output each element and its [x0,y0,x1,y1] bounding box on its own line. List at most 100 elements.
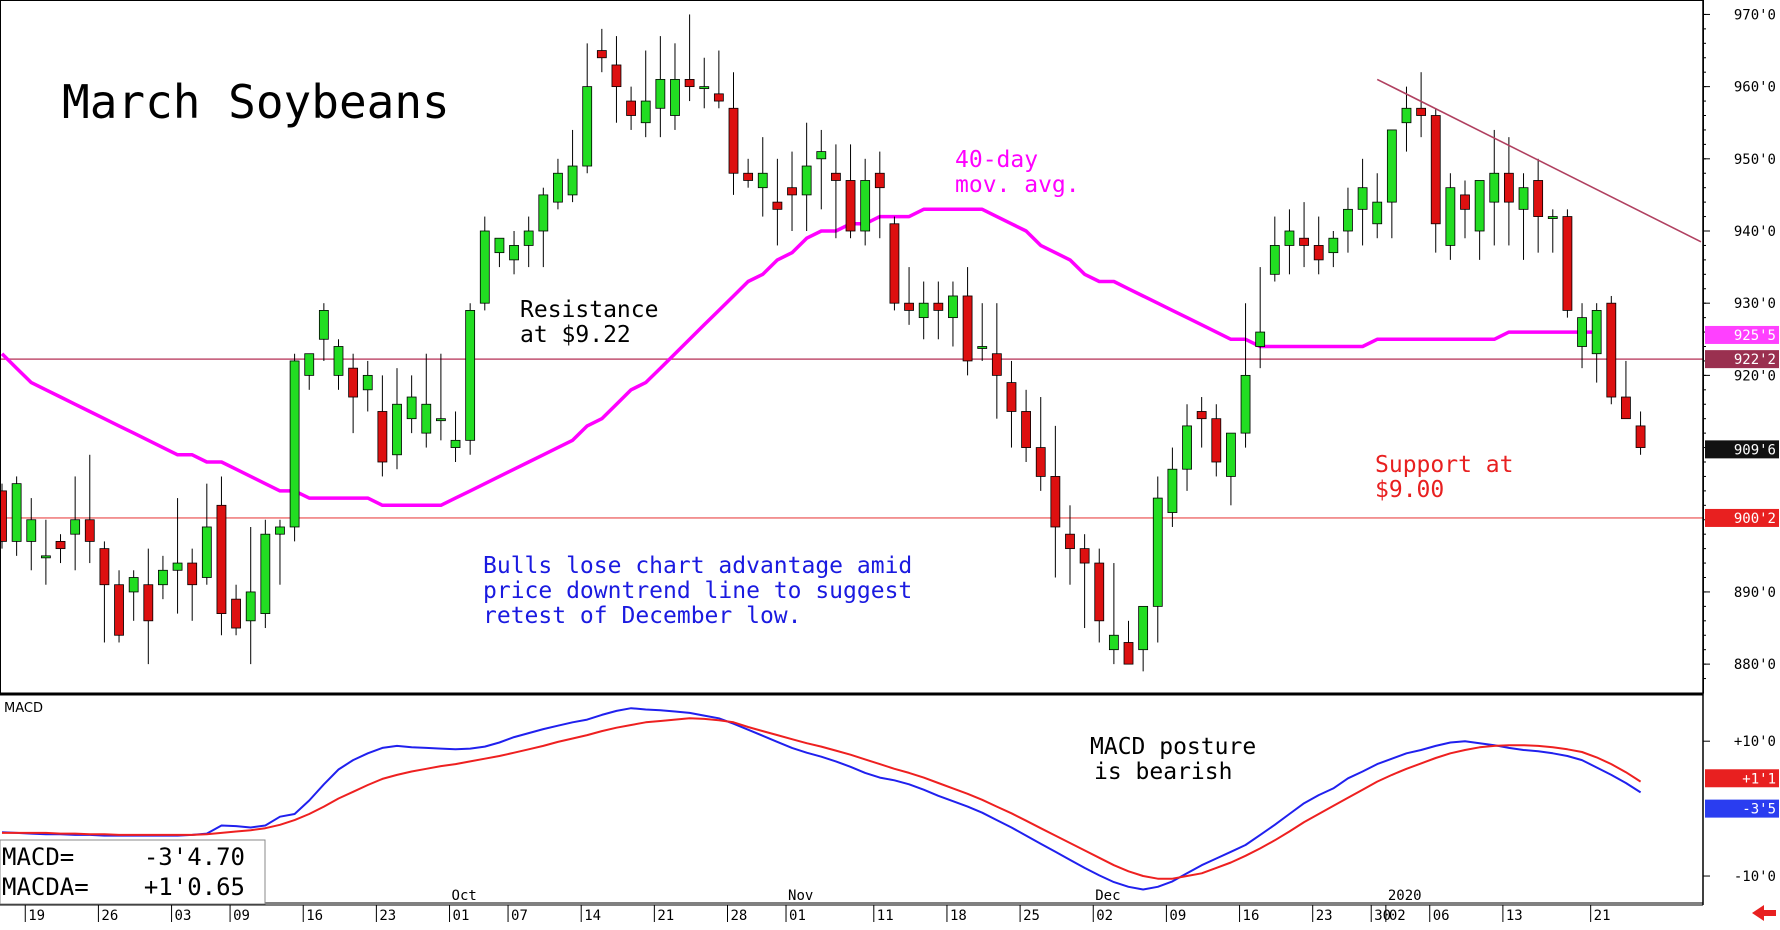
candle [655,36,666,138]
candle [289,353,300,542]
candle [1357,158,1368,246]
candle [362,360,373,412]
candle [1386,129,1397,239]
candle-body-up [1138,605,1149,651]
candle [626,86,636,130]
macd-panel [1,707,1642,891]
macda-readout-label: MACDA= [2,873,89,901]
candle [1547,209,1558,253]
candle-body-down [1196,411,1207,420]
candle [1518,173,1529,260]
resistance-annotation-line-1: Resistance [520,297,658,323]
candle [275,519,285,585]
ma-annotation-line-2: mov. avg. [955,172,1080,198]
candle [1445,173,1456,260]
candle-body-down [1065,533,1075,550]
candle [509,231,519,275]
candle [26,498,37,571]
support-annotation-line-2: $9.00 [1375,477,1444,503]
candle [933,281,944,340]
x-day-label: 11 [877,908,894,924]
candle-body-down [596,50,607,59]
candle-body-down [845,180,856,232]
candle [640,50,651,138]
candle [1533,158,1544,253]
x-day-label: 02 [1389,908,1406,924]
candle-body-up [670,79,680,116]
axes-layer: 970'0 960'0 950'0 940'0 930'0 920'0 890'0 880'0… [0,0,1776,905]
candle [231,584,241,636]
macd-readout-value: -3'4.70 [144,843,245,871]
candle-body-down [772,201,783,210]
x-day-label: 16 [1243,908,1260,924]
candle [1416,72,1427,138]
candle-body-up [479,230,490,304]
candle [1094,548,1105,643]
candle-body-down [743,172,754,181]
candle-body-down [1533,180,1544,217]
candle-body-down [1123,642,1134,665]
candle-body-down [99,548,110,586]
macd-tag-text: -3'5 [1742,802,1776,818]
x-day-label: 03 [175,908,192,924]
x-day-label: 26 [101,908,118,924]
scroll-left-arrow-icon[interactable] [1752,905,1776,921]
price-tags-layer: 925'5 922'2 909'6 900'2 +1'1 -3'5 [1705,325,1779,818]
candle-body-up [318,310,329,340]
x-day-label: 19 [28,908,45,924]
y-tick-label: 880'0 [1734,657,1776,673]
candle-body-up [260,533,271,614]
y-tick-label: 930'0 [1734,296,1776,312]
resistance-annotation-line-2: at $9.22 [520,322,631,348]
candle-body-up [1108,634,1119,651]
candle [421,353,432,448]
candle-body-up [201,526,212,578]
candle-body-up [1577,317,1587,347]
candle [172,498,183,614]
candle [143,548,154,665]
candle [11,476,22,556]
candle-body-down [831,172,841,181]
candle [538,187,549,268]
candle-body-up [1255,331,1266,347]
candle-body-down [1606,302,1617,398]
candle [1138,605,1149,672]
candle-body-up [1226,432,1236,477]
y-tick-label: 890'0 [1734,585,1776,601]
candle-body-down [1079,548,1090,564]
price-tag-bg [1705,440,1779,459]
candle [392,368,402,470]
candle-body-up [1357,187,1368,210]
candle [1108,563,1119,665]
candle-body-down [1035,447,1046,477]
candle-body-up [11,483,22,542]
date-axis: 19 26 03 09 16 23 01 07 14 21 28 01 11 18 25 02 09 16 23 30… [0,888,1703,924]
price-tag-text: 925'5 [1734,328,1776,344]
candle [1035,397,1046,491]
candle [801,122,812,231]
candle [1065,505,1075,585]
candle [1196,397,1207,448]
candle-body-up [1474,180,1485,232]
x-day-label: 13 [1506,908,1523,924]
x-day-label: 21 [1594,908,1611,924]
candle-body-up [1328,237,1339,254]
x-day-label: 21 [657,908,674,924]
macd-tag-bg [1705,799,1779,818]
x-month-label: Nov [788,888,813,904]
candle-body-up [918,302,929,319]
candle [1401,86,1412,152]
candle-body-up [1152,497,1163,607]
candle [1343,187,1353,253]
candle [1635,411,1646,455]
candle [757,137,768,217]
candle [523,216,534,268]
candle [743,158,754,188]
candle-body-up [1547,216,1558,219]
candle-body-up [948,295,958,319]
candle-body-up [275,526,285,535]
price-tag-bg [1705,508,1779,527]
candle [1503,137,1514,246]
candle-body-down [962,295,973,362]
candle-body-up [801,165,812,196]
